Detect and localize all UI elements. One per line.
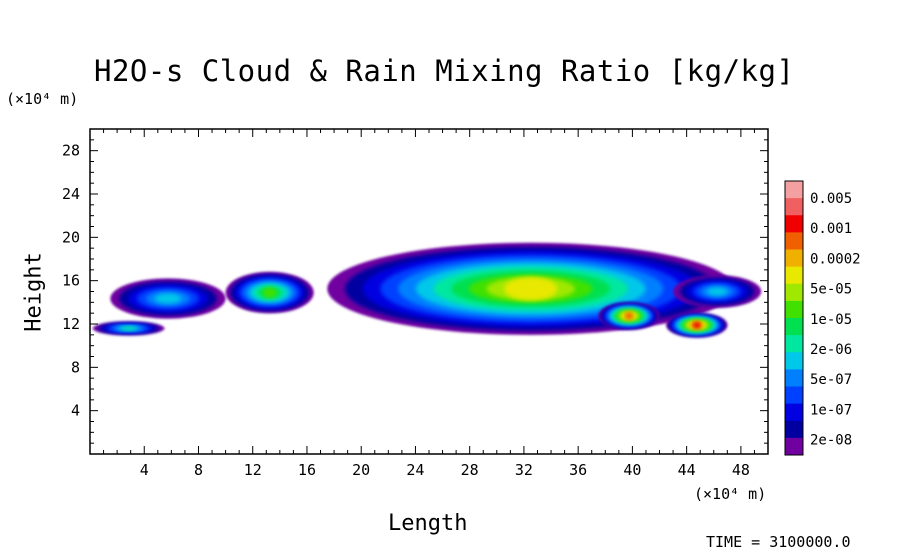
- x-tick-label: 4: [140, 461, 149, 479]
- colorbar-label: 5e-07: [810, 372, 852, 388]
- y-tick-label: 16: [62, 272, 80, 290]
- x-tick-label: 48: [732, 461, 750, 479]
- field-cloud-mid: [225, 272, 314, 314]
- colorbar-label: 0.0002: [810, 251, 861, 267]
- x-tick-label: 36: [569, 461, 587, 479]
- field-contour: [154, 293, 182, 304]
- colorbar-label: 2e-08: [810, 433, 852, 449]
- colorbar-label: 5e-05: [810, 282, 852, 298]
- field-contour: [693, 322, 700, 329]
- colorbar-swatch: [785, 215, 803, 233]
- y-tick-label: 24: [62, 185, 80, 203]
- x-axis-label: Length: [388, 511, 468, 536]
- field-contour: [625, 312, 633, 320]
- colorbar-swatch: [785, 352, 803, 370]
- colorbar-swatch: [785, 198, 803, 216]
- x-tick-label: 32: [515, 461, 533, 479]
- field-contour: [262, 287, 277, 298]
- x-tick-label: 16: [298, 461, 316, 479]
- colorbar-label: 0.001: [810, 221, 852, 237]
- colorbar-swatch: [785, 386, 803, 405]
- field-cloud-left-low: [92, 321, 165, 335]
- plot-fields: [92, 242, 762, 338]
- field-rain-core-east: [666, 313, 728, 338]
- x-tick-label: 28: [461, 461, 479, 479]
- colorbar-swatch: [785, 249, 803, 268]
- field-rain-core-west: [598, 302, 660, 330]
- x-tick-label: 20: [352, 461, 370, 479]
- y-axis-unit: (×10⁴ m): [6, 90, 79, 108]
- x-axis-unit: (×10⁴ m): [694, 485, 767, 503]
- colorbar-frame: [784, 180, 804, 456]
- field-contour: [706, 287, 728, 296]
- chart-title: H2O-s Cloud & Rain Mixing Ratio [kg/kg]: [94, 54, 795, 88]
- colorbar: 0.005 0.001 0.0002 5e-05 1e-05 2e-06 5e-07 1e-0…: [784, 180, 861, 456]
- colorbar-swatch: [785, 437, 803, 456]
- colorbar-swatch: [785, 300, 803, 319]
- y-tick-label: 12: [62, 315, 80, 333]
- field-contour: [121, 326, 136, 330]
- colorbar-swatch: [785, 181, 803, 199]
- colorbar-swatch: [785, 266, 803, 285]
- colorbar-label: 1e-07: [810, 402, 852, 418]
- colorbar-swatch: [785, 283, 803, 302]
- x-tick-label: 44: [678, 461, 696, 479]
- colorbar-label: 1e-05: [810, 312, 852, 328]
- y-tick-label: 8: [71, 358, 80, 376]
- colorbar-swatch: [785, 420, 803, 439]
- colorbar-label: 0.005: [810, 191, 852, 207]
- colorbar-swatch: [785, 232, 803, 250]
- y-tick-label: 4: [71, 402, 80, 420]
- x-tick-label: 8: [194, 461, 203, 479]
- colorbar-swatch: [785, 403, 803, 422]
- colorbar-swatch: [785, 369, 803, 387]
- x-tick-label: 24: [406, 461, 424, 479]
- field-cloud-left-upper: [110, 278, 226, 319]
- field-cloud-right-anvil: [673, 275, 762, 308]
- y-tick-label: 28: [62, 142, 80, 160]
- x-tick-label: 12: [244, 461, 262, 479]
- field-contour: [504, 277, 558, 301]
- x-tick-label: 40: [623, 461, 641, 479]
- y-tick-label: 20: [62, 228, 80, 246]
- colorbar-swatch: [785, 335, 803, 353]
- colorbar-label: 2e-06: [810, 342, 852, 358]
- colorbar-swatch: [785, 318, 803, 336]
